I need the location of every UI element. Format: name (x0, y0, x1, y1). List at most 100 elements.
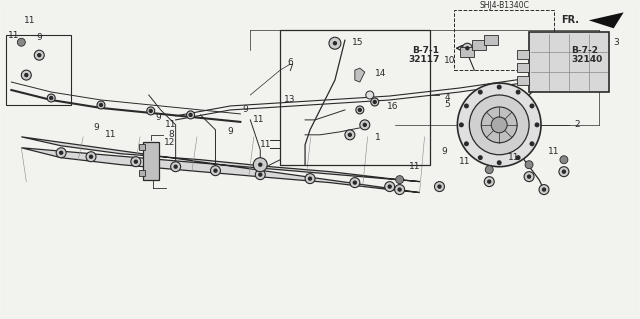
Circle shape (539, 185, 549, 195)
Circle shape (488, 180, 491, 183)
Bar (6, 35, 71, 105)
Circle shape (253, 158, 268, 172)
Circle shape (459, 122, 464, 127)
Circle shape (395, 185, 404, 195)
Text: 2: 2 (574, 120, 579, 130)
Circle shape (353, 181, 356, 184)
Circle shape (147, 107, 155, 115)
Text: 7: 7 (287, 63, 293, 73)
Circle shape (478, 90, 483, 95)
Bar (517, 76, 529, 85)
Circle shape (525, 161, 533, 169)
Circle shape (529, 141, 534, 146)
Circle shape (345, 130, 355, 140)
Circle shape (458, 83, 541, 167)
Text: B-7-1: B-7-1 (412, 46, 440, 55)
Circle shape (47, 94, 55, 102)
Text: B-7-2: B-7-2 (571, 46, 598, 55)
Circle shape (25, 74, 28, 77)
Circle shape (356, 106, 364, 114)
Circle shape (385, 182, 395, 192)
Circle shape (56, 148, 66, 158)
Circle shape (516, 155, 520, 160)
Bar (529, 32, 609, 92)
Circle shape (350, 178, 360, 188)
Circle shape (466, 47, 469, 50)
Text: 9: 9 (442, 147, 447, 156)
Circle shape (398, 188, 401, 191)
Circle shape (497, 160, 502, 165)
Circle shape (97, 101, 105, 109)
Text: 3: 3 (614, 38, 620, 47)
Circle shape (396, 176, 404, 184)
Circle shape (255, 170, 265, 180)
Circle shape (559, 167, 569, 177)
Circle shape (333, 42, 337, 45)
Circle shape (171, 162, 180, 172)
Text: 9: 9 (93, 123, 99, 132)
Circle shape (560, 156, 568, 164)
Bar (454, 11, 554, 70)
Circle shape (149, 109, 152, 112)
Circle shape (373, 100, 376, 103)
Text: FR.: FR. (561, 15, 579, 25)
Text: 32117: 32117 (408, 55, 440, 64)
Polygon shape (21, 137, 420, 193)
Text: 11: 11 (253, 115, 264, 124)
Circle shape (534, 122, 540, 127)
Circle shape (259, 173, 262, 176)
Circle shape (481, 107, 517, 143)
Circle shape (348, 133, 351, 136)
Circle shape (364, 123, 366, 126)
Circle shape (329, 37, 341, 49)
Circle shape (134, 160, 138, 163)
Text: 32140: 32140 (571, 55, 602, 64)
Text: 9: 9 (243, 106, 248, 115)
Circle shape (469, 95, 529, 155)
Circle shape (99, 103, 102, 107)
Circle shape (214, 169, 217, 172)
Text: 11: 11 (259, 140, 271, 149)
Text: 11: 11 (548, 147, 560, 156)
Circle shape (366, 91, 374, 99)
Circle shape (305, 174, 315, 184)
Text: 11: 11 (459, 157, 470, 166)
Text: 14: 14 (375, 69, 386, 78)
Bar (484, 35, 498, 45)
Bar (460, 47, 474, 57)
Circle shape (90, 155, 93, 158)
Text: 11: 11 (409, 162, 420, 171)
Text: 9: 9 (36, 33, 42, 42)
Circle shape (529, 103, 534, 108)
Circle shape (371, 98, 379, 106)
Bar (280, 30, 429, 165)
Circle shape (86, 152, 96, 162)
Circle shape (464, 141, 469, 146)
Text: 16: 16 (387, 102, 398, 111)
Circle shape (438, 185, 441, 188)
Circle shape (17, 38, 26, 46)
Circle shape (492, 117, 507, 133)
Text: 15: 15 (352, 38, 364, 47)
Text: 11: 11 (508, 153, 520, 162)
Circle shape (524, 172, 534, 182)
Bar (139, 170, 145, 176)
Circle shape (563, 170, 565, 173)
Circle shape (50, 96, 52, 100)
Circle shape (35, 50, 44, 60)
Text: 13: 13 (284, 95, 295, 105)
Circle shape (60, 151, 63, 154)
Text: 4: 4 (444, 93, 450, 102)
Circle shape (388, 185, 391, 188)
Circle shape (464, 103, 469, 108)
Circle shape (360, 120, 370, 130)
Text: SHJ4-B1340C: SHJ4-B1340C (479, 1, 529, 10)
Circle shape (174, 165, 177, 168)
Text: 5: 5 (444, 100, 450, 109)
Bar (143, 142, 159, 180)
Circle shape (435, 182, 444, 192)
Text: 11: 11 (8, 31, 20, 40)
Text: 8: 8 (169, 130, 175, 139)
Circle shape (259, 163, 262, 166)
Text: 1: 1 (375, 133, 381, 142)
